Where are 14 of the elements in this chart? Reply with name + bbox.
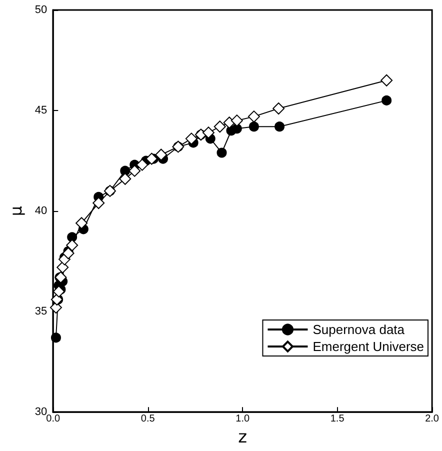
legend-label: Emergent Universe xyxy=(312,339,424,354)
x-tick-label: 0.5 xyxy=(140,414,156,425)
y-tick-label: 40 xyxy=(34,205,48,218)
x-axis-title: z xyxy=(238,428,248,448)
legend-label: Supernova data xyxy=(312,322,406,337)
x-tick-label: 0.0 xyxy=(46,414,61,425)
x-tick-label: 2.0 xyxy=(425,414,440,425)
y-tick-label: 50 xyxy=(34,4,48,16)
y-tick-label: 35 xyxy=(34,306,48,318)
y-tick-label: 30 xyxy=(34,406,48,418)
y-tick-label: 45 xyxy=(34,104,48,117)
x-tick-label: 1.0 xyxy=(236,414,250,425)
y-axis-title: μ xyxy=(6,206,26,216)
x-tick-label: 1.5 xyxy=(330,414,345,425)
